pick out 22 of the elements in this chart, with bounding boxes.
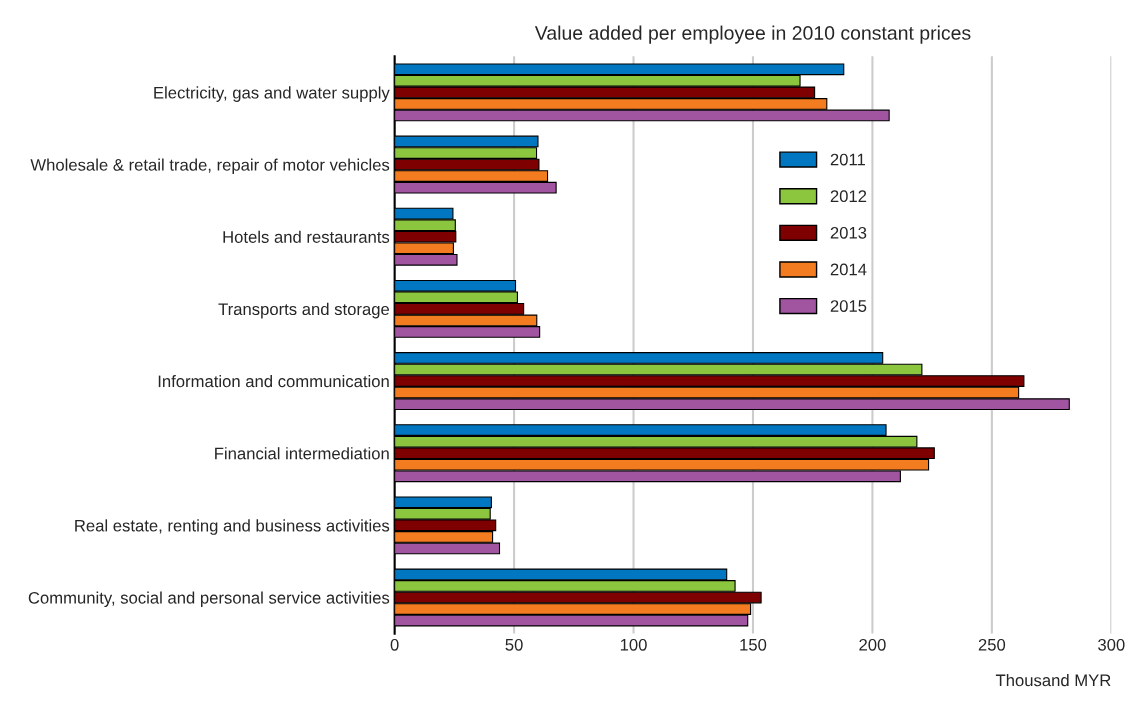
x-tick-label: 300 xyxy=(1098,638,1125,651)
x-tick-label: 250 xyxy=(978,638,1006,651)
legend-label: 2012 xyxy=(830,190,867,203)
y-tick-label: Transports and storage xyxy=(218,302,390,319)
y-tick-label: Information and communication xyxy=(158,375,389,388)
chart-title: Value added per employee in 2010 constant prices xyxy=(534,25,971,44)
x-tick-label: 0 xyxy=(390,638,399,651)
legend-label: 2013 xyxy=(830,226,867,239)
y-tick-label: Real estate, renting and business activities xyxy=(75,519,390,535)
x-tick-label: 200 xyxy=(859,638,886,651)
y-tick-label: Community, social and personal service activities xyxy=(28,591,390,608)
legend-label: 2015 xyxy=(830,300,867,312)
y-tick-label: Electricity, gas and water supply xyxy=(154,86,390,102)
y-tick-label: Financial intermediation xyxy=(215,447,389,460)
x-tick-label: 50 xyxy=(505,638,523,651)
legend-label: 2014 xyxy=(830,263,867,276)
y-tick-label: Hotels and restaurants xyxy=(223,230,390,243)
legend-label: 2011 xyxy=(830,153,865,166)
x-tick-label: 150 xyxy=(740,638,767,651)
x-tick-label: 100 xyxy=(620,638,647,651)
x-axis-title: Thousand MYR xyxy=(995,674,1111,687)
y-tick-label: Wholesale & retail trade, repair of motor vehicles xyxy=(30,158,390,175)
